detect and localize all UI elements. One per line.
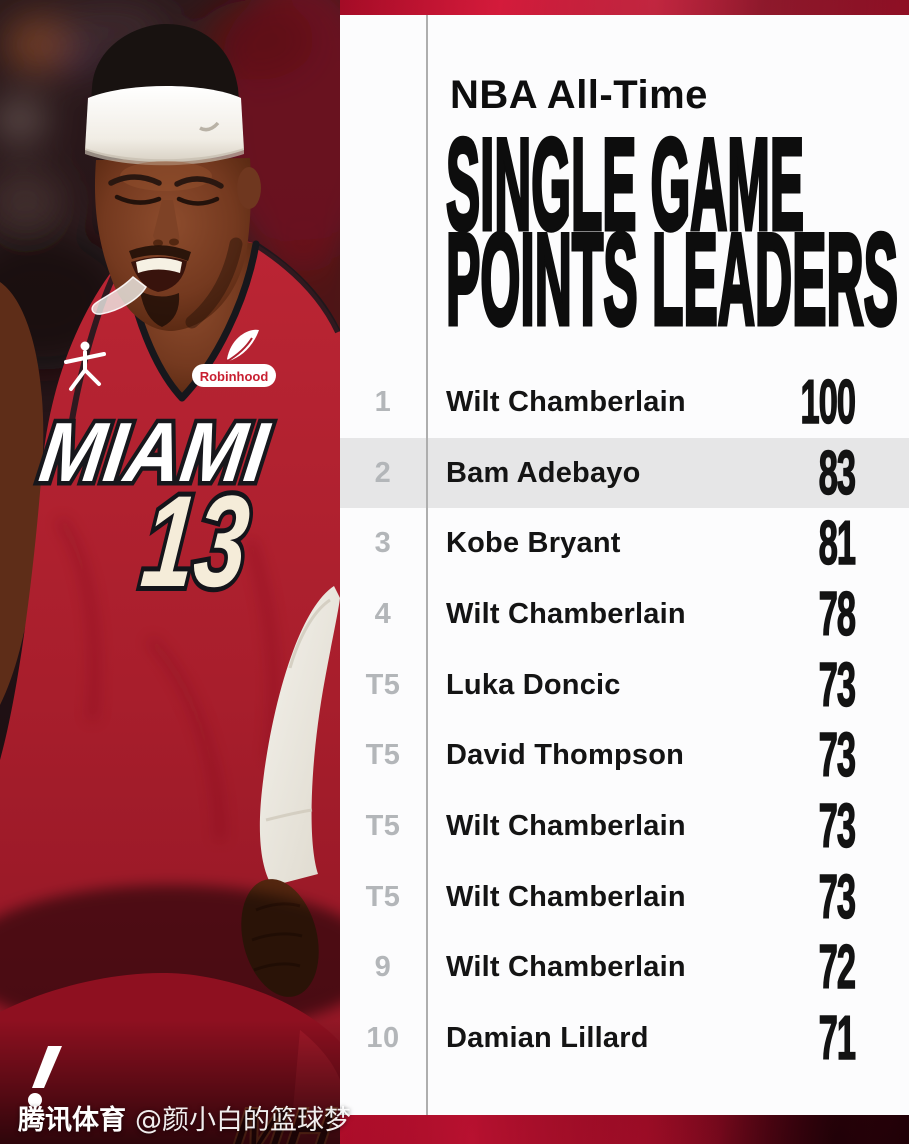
teeth [136,258,182,273]
table-row: 3 Kobe Bryant 81 [340,508,909,579]
jersey-team-text: MIAMI [30,401,280,504]
table-row: 2 Bam Adebayo 83 [340,437,909,509]
hair [91,24,239,100]
sponsor-pill [192,364,276,387]
watermark-handle: @颜小白的篮球梦 [135,1105,351,1136]
row-points: 71 [818,1003,856,1074]
row-rank: 9 [374,951,392,984]
jumpman-logo-icon [64,341,106,391]
main-title-line1: SINGLE GAME [446,111,804,257]
row-rank: 2 [374,456,392,489]
row-player-name: Damian Lillard [446,1022,649,1055]
table-row: 4 Wilt Chamberlain 78 [340,579,909,650]
player-illustration: MIAMI 13 Robinhood [0,0,340,1144]
row-player-name: Wilt Chamberlain [446,809,686,842]
player-right-arm [0,282,44,705]
row-rank: 1 [374,385,392,418]
headband-shadow [85,148,244,166]
row-rank: T5 [365,739,401,772]
row-rank: 3 [374,527,392,560]
ear [237,167,261,209]
jersey-number-text: 13 [131,463,260,619]
arm-sleeve [259,586,340,886]
main-title: SINGLE GAME POINTS LEADERS [444,109,901,355]
chin-beard [140,291,180,327]
table-row: 9 Wilt Chamberlain 72 [340,933,909,1004]
bottom-shade [0,1020,340,1144]
jaw-stubble [185,237,243,329]
kicker-title: NBA All-Time [450,73,708,117]
feather-icon [227,329,259,361]
row-points: 83 [818,438,856,509]
row-rank: T5 [365,809,401,842]
row-points: 73 [818,862,856,933]
leaderboard-list: 1 Wilt Chamberlain 100 2 Bam Adebayo 83 … [340,367,909,1074]
row-rank: T5 [365,668,401,701]
closed-eyes [114,194,220,206]
sleeve-ribs [265,598,331,822]
row-player-name: Luka Doncic [446,668,621,701]
column-divider [426,15,428,1115]
row-points: 73 [818,650,856,721]
table-row: T5 Wilt Chamberlain 73 [340,791,909,862]
row-points: 81 [818,508,856,579]
player-photo: MIAMI 13 Robinhood [0,0,340,1144]
tencent-sports-logo-icon [28,1046,62,1107]
table-row: T5 Luka Doncic 73 [340,650,909,721]
row-points: 72 [818,933,856,1004]
main-title-line2: POINTS LEADERS [446,206,898,352]
watermark-brand: 腾讯体育 [18,1105,126,1136]
row-points: 73 [818,791,856,862]
row-points: 73 [818,721,856,792]
forehead-highlight [120,161,212,191]
player-head [85,24,261,331]
leaderboard-panel: NBA All-Time SINGLE GAME POINTS LEADERS … [340,15,909,1115]
nostril [169,238,179,246]
row-player-name: Bam Adebayo [446,456,641,489]
row-player-name: Wilt Chamberlain [446,597,686,630]
table-row: 10 Damian Lillard 71 [340,1003,909,1074]
svg-text:MIAMI: MIAMI [34,405,275,499]
nose [153,200,180,248]
row-player-name: David Thompson [446,739,685,772]
row-player-name: Kobe Bryant [446,527,621,560]
row-player-name: Wilt Chamberlain [446,951,686,984]
row-rank: 10 [366,1022,400,1055]
row-player-name: Wilt Chamberlain [446,385,686,418]
row-player-name: Wilt Chamberlain [446,880,686,913]
nostril [153,239,163,247]
eyebrows [108,174,224,189]
mustache [129,245,191,261]
row-points: 100 [800,367,857,438]
table-row: T5 Wilt Chamberlain 73 [340,862,909,933]
svg-text:13: 13 [136,468,255,614]
table-row: 1 Wilt Chamberlain 100 [340,367,909,438]
row-rank: T5 [365,880,401,913]
table-row: T5 David Thompson 73 [340,720,909,792]
sponsor-patch: Robinhood [192,329,276,387]
sponsor-text: Robinhood [200,369,269,384]
row-points: 78 [818,579,856,650]
watermark: 腾讯体育 @颜小白的篮球梦 [18,1098,351,1137]
headband-swoosh-icon [199,121,220,132]
headband [85,86,244,162]
mouthguard [91,276,147,315]
row-rank: 4 [374,597,392,630]
